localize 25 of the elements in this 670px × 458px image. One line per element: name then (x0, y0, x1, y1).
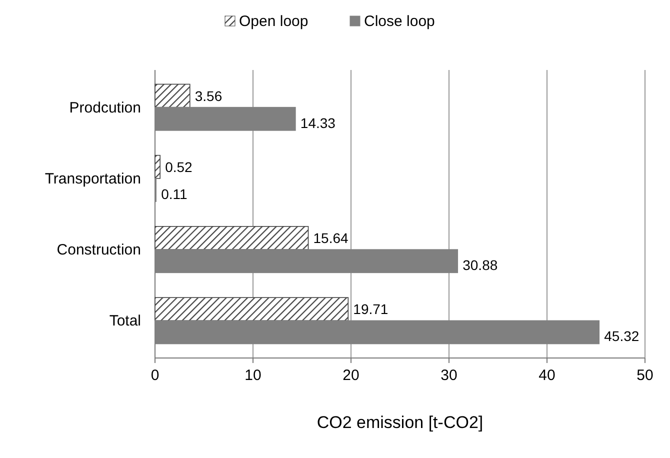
data-label: 3.56 (194, 88, 222, 104)
legend-label: Open loop (239, 13, 308, 30)
data-label: 0.11 (161, 186, 188, 202)
x-axis-title: CO2 emission [t-CO2] (316, 413, 484, 432)
bar (154, 154, 160, 179)
data-label: 45.32 (604, 328, 640, 344)
y-tick-label: Prodcution (69, 99, 141, 116)
data-label: 15.64 (313, 230, 349, 246)
y-tick-label: Construction (56, 242, 141, 259)
x-tick-label: 0 (150, 367, 160, 384)
x-tick-label: 50 (636, 367, 654, 384)
x-tick-label: 30 (440, 367, 458, 384)
x-tick-label: 10 (244, 367, 262, 384)
data-label: 0.52 (165, 158, 193, 175)
x-tick-label: 20 (342, 367, 360, 384)
data-label: 19.71 (353, 301, 388, 318)
bar (154, 297, 349, 322)
y-tick-label: Transportation (44, 170, 141, 188)
y-tick-label: Total (109, 312, 141, 330)
bar (154, 84, 190, 108)
bar (154, 226, 309, 250)
data-label: 14.33 (300, 114, 336, 131)
data-label: 30.88 (462, 257, 498, 274)
legend-label: Close loop (364, 13, 435, 30)
x-tick-label: 40 (538, 367, 556, 384)
